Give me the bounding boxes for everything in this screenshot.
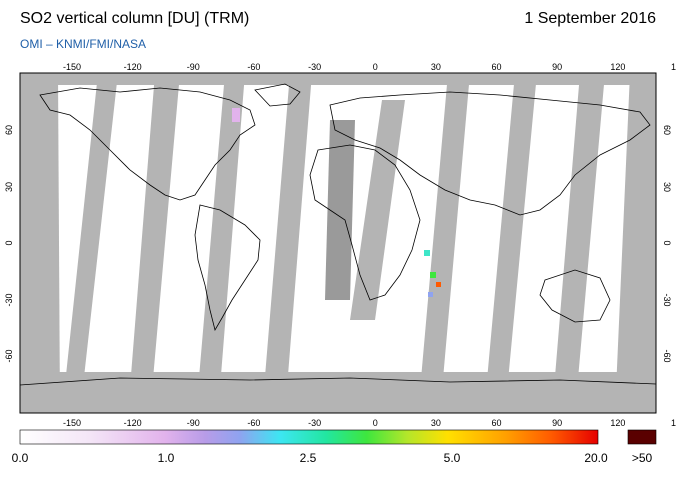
longitude-tick-label: 60	[492, 418, 502, 428]
australia-outline	[539, 269, 611, 323]
antarctic-no-data	[20, 372, 656, 413]
colorbar-label: 2.5	[300, 451, 317, 465]
so2-pixel	[436, 282, 441, 287]
longitude-tick-label: -150	[63, 62, 81, 72]
swath-gap	[484, 73, 537, 413]
north-america-outline	[39, 87, 256, 201]
longitude-tick-label: 150	[671, 418, 676, 428]
longitude-tick-label: -150	[63, 418, 81, 428]
colorbar-overflow-swatch	[627, 429, 657, 445]
latitude-tick-label: -30	[4, 293, 14, 306]
swath-gap	[418, 73, 470, 413]
colorbar-label: 5.0	[444, 451, 461, 465]
colorbar-label: 1.0	[158, 451, 175, 465]
latitude-tick-label: -30	[662, 293, 672, 306]
longitude-tick-label: 60	[492, 62, 502, 72]
latitude-ticks-left: 60 30 0 -30 -60	[4, 125, 14, 363]
swath-gap	[262, 73, 312, 413]
map-area: -150-120-90-60-300306090120150 -150-120-…	[4, 62, 676, 428]
longitude-tick-label: -90	[187, 62, 200, 72]
longitude-tick-label: 30	[431, 418, 441, 428]
latitude-ticks-right: 60 30 0 -30 -60	[662, 125, 672, 363]
latitude-tick-label: 60	[4, 125, 14, 135]
so2-pixel	[232, 108, 240, 122]
swath-gap	[62, 73, 118, 413]
longitude-tick-label: -60	[247, 62, 260, 72]
so2-pixel	[428, 292, 433, 297]
map-frame	[19, 72, 657, 414]
longitude-ticks-top: -150 -120 -90 -60 -30 0 30 60 90 120 150	[63, 62, 676, 72]
africa-outline	[309, 144, 421, 301]
colorbar-label: 20.0	[584, 451, 608, 465]
longitude-tick-label: -30	[308, 418, 321, 428]
colorbar-overflow-label: >50	[632, 451, 653, 465]
longitude-tick-label: 150	[671, 62, 676, 72]
swath-gap	[615, 73, 656, 413]
colorbar-gradient	[19, 429, 599, 445]
latitude-tick-label: 0	[662, 240, 672, 245]
latitude-tick-label: -60	[662, 349, 672, 362]
longitude-ticks-bottom: -150 -120 -90 -60 -30 0 30 60 90 120 150	[63, 418, 676, 428]
longitude-tick-label: -30	[308, 62, 321, 72]
longitude-tick-label: 120	[610, 62, 625, 72]
data-source-credit: OMI – KNMI/FMI/NASA	[20, 37, 147, 51]
eurasia-outline	[329, 91, 651, 216]
satellite-swath-gaps	[20, 73, 656, 413]
longitude-tick-label: 90	[552, 418, 562, 428]
longitude-tick-label: -120	[124, 418, 142, 428]
colorbar: 0.0 1.0 2.5 5.0 20.0 >50	[12, 429, 657, 465]
so2-pixel	[430, 272, 436, 278]
swath-gap	[552, 73, 605, 413]
swath-gap	[128, 73, 180, 413]
longitude-tick-label: -60	[247, 418, 260, 428]
latitude-tick-label: -60	[4, 349, 14, 362]
so2-hotspots	[232, 108, 441, 297]
swath-gap	[325, 120, 355, 300]
latitude-tick-label: 60	[662, 125, 672, 135]
latitude-tick-label: 30	[4, 182, 14, 192]
longitude-tick-label: 120	[610, 418, 625, 428]
longitude-tick-label: 30	[431, 62, 441, 72]
swath-gap	[196, 73, 245, 413]
so2-pixel	[424, 250, 430, 256]
coastlines	[20, 83, 656, 386]
greenland-outline	[254, 83, 301, 107]
longitude-tick-label: 0	[373, 418, 378, 428]
longitude-tick-label: -90	[187, 418, 200, 428]
antarctica-outline	[20, 377, 656, 386]
longitude-tick-label: -120	[124, 62, 142, 72]
latitude-tick-label: 0	[4, 240, 14, 245]
longitude-tick-label: 90	[552, 62, 562, 72]
arctic-no-data	[20, 73, 656, 85]
south-america-outline	[194, 204, 261, 332]
map-date: 1 September 2016	[524, 10, 656, 27]
map-title: SO2 vertical column [DU] (TRM)	[20, 10, 250, 27]
longitude-tick-label: 0	[373, 62, 378, 72]
colorbar-label: 0.0	[12, 451, 29, 465]
swath-gap	[20, 73, 60, 413]
latitude-tick-label: 30	[662, 182, 672, 192]
